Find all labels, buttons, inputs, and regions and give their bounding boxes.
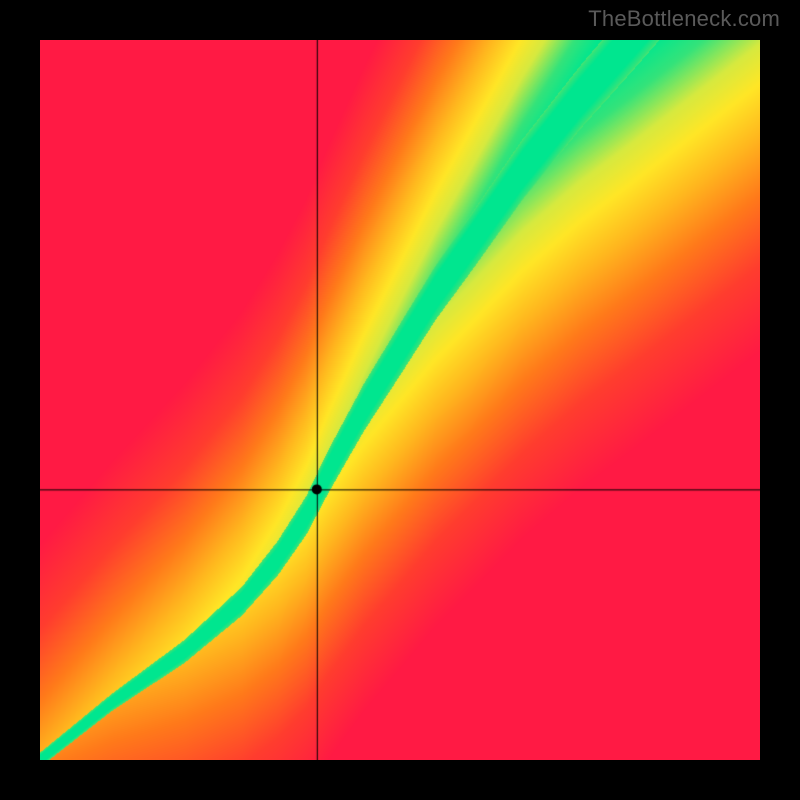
heatmap-plot [40, 40, 760, 760]
watermark-text: TheBottleneck.com [588, 6, 780, 32]
heatmap-canvas [40, 40, 760, 760]
chart-container: TheBottleneck.com [0, 0, 800, 800]
